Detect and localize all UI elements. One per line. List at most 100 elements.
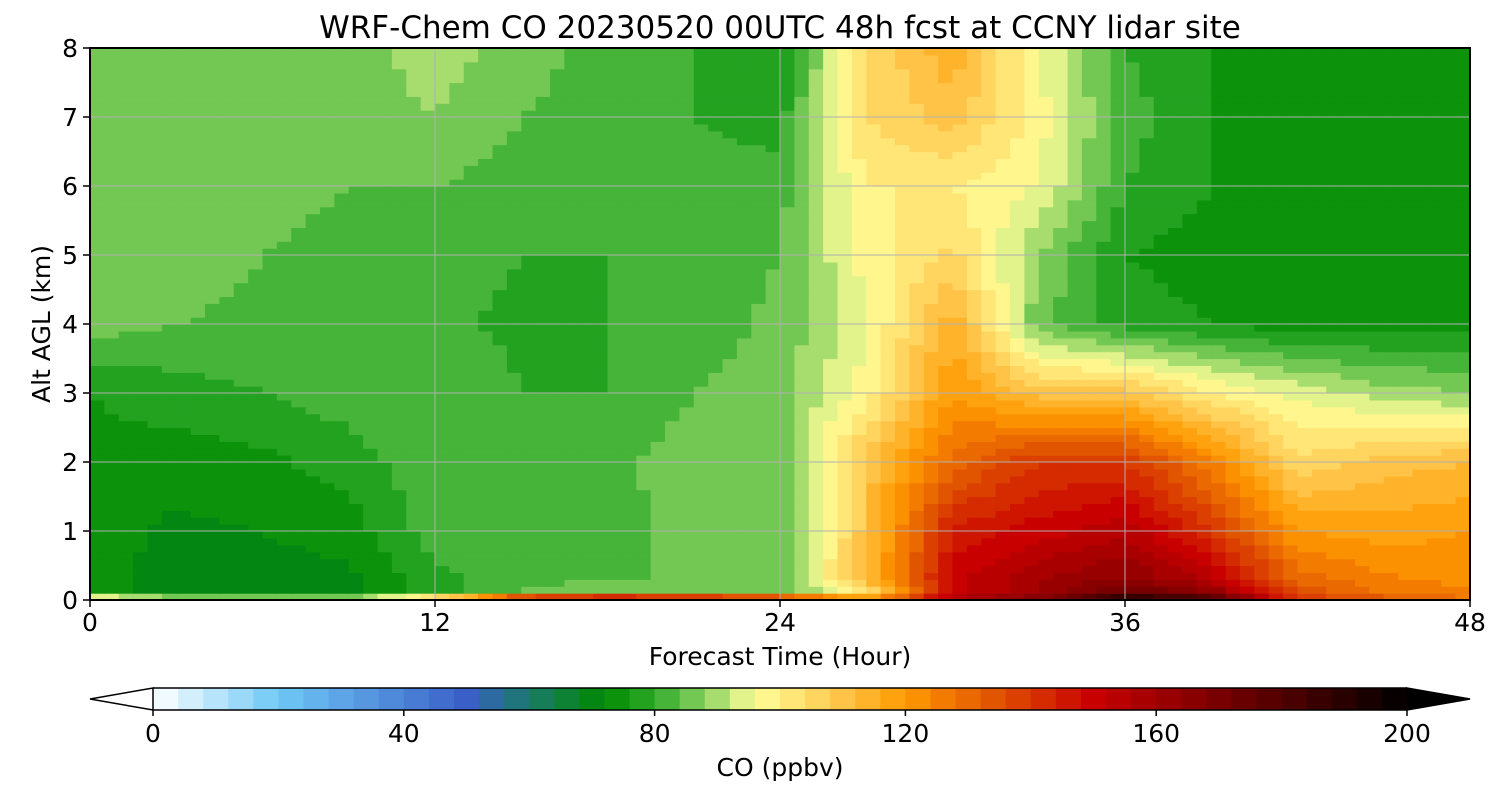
heatmap-cell bbox=[1096, 255, 1112, 263]
heatmap-cell bbox=[420, 524, 436, 532]
heatmap-cell bbox=[1455, 365, 1470, 373]
heatmap-cell bbox=[1010, 468, 1025, 477]
heatmap-cell bbox=[593, 296, 609, 304]
heatmap-cell bbox=[104, 455, 120, 463]
heatmap-cell bbox=[1038, 455, 1054, 463]
heatmap-cell bbox=[1153, 241, 1169, 249]
heatmap-cell bbox=[1383, 503, 1399, 511]
heatmap-cell bbox=[478, 475, 494, 484]
heatmap-cell bbox=[320, 593, 335, 600]
heatmap-cell bbox=[1311, 413, 1327, 422]
heatmap-cell bbox=[449, 386, 465, 394]
heatmap-cell bbox=[478, 551, 494, 560]
heatmap-cell bbox=[564, 399, 580, 408]
heatmap-cell bbox=[1412, 268, 1428, 277]
heatmap-cell bbox=[521, 268, 537, 277]
heatmap-cell bbox=[305, 399, 321, 408]
heatmap-cell bbox=[923, 572, 939, 580]
heatmap-cell bbox=[363, 503, 379, 511]
heatmap-cell bbox=[1340, 482, 1356, 491]
heatmap-cell bbox=[1297, 448, 1313, 456]
heatmap-cell bbox=[1340, 448, 1356, 456]
heatmap-cell bbox=[521, 489, 537, 498]
heatmap-cell bbox=[449, 420, 465, 429]
heatmap-cell bbox=[1340, 586, 1356, 594]
heatmap-cell bbox=[995, 406, 1011, 415]
heatmap-cell bbox=[1139, 248, 1155, 256]
heatmap-cell bbox=[521, 406, 537, 415]
heatmap-cell bbox=[391, 255, 407, 263]
heatmap-cell bbox=[1297, 379, 1313, 387]
heatmap-cell bbox=[219, 489, 235, 498]
heatmap-cell bbox=[708, 296, 724, 304]
heatmap-cell bbox=[420, 248, 436, 256]
heatmap-cell bbox=[593, 282, 609, 291]
heatmap-cell bbox=[435, 358, 450, 366]
heatmap-cell bbox=[1125, 551, 1140, 560]
heatmap-cell bbox=[1240, 468, 1255, 477]
heatmap-cell bbox=[1311, 565, 1327, 573]
heatmap-cell bbox=[1412, 399, 1428, 408]
heatmap-cell bbox=[176, 303, 192, 311]
heatmap-cell bbox=[751, 579, 767, 587]
heatmap-cell bbox=[276, 261, 292, 270]
heatmap-cell bbox=[751, 510, 767, 518]
heatmap-cell bbox=[420, 510, 436, 518]
heatmap-cell bbox=[837, 462, 853, 470]
heatmap-cell bbox=[1024, 475, 1040, 484]
heatmap-cell bbox=[1211, 524, 1227, 532]
heatmap-cell bbox=[938, 248, 954, 256]
heatmap-cell bbox=[1010, 379, 1025, 387]
heatmap-cell bbox=[463, 524, 479, 532]
heatmap-cell bbox=[650, 531, 666, 539]
heatmap-cell bbox=[176, 489, 192, 498]
heatmap-cell bbox=[851, 572, 867, 580]
heatmap-cell bbox=[736, 337, 752, 346]
heatmap-cell bbox=[521, 565, 537, 573]
heatmap-cell bbox=[1268, 579, 1284, 587]
heatmap-cell bbox=[952, 427, 968, 435]
heatmap-cell bbox=[722, 489, 738, 498]
heatmap-cell bbox=[593, 524, 609, 532]
heatmap-cell bbox=[1139, 455, 1155, 463]
heatmap-cell bbox=[1153, 406, 1169, 415]
heatmap-cell bbox=[564, 441, 580, 449]
heatmap-cell bbox=[463, 310, 479, 318]
heatmap-cell bbox=[406, 399, 422, 408]
heatmap-cell bbox=[693, 462, 709, 470]
heatmap-cell bbox=[1182, 586, 1198, 594]
heatmap-cell bbox=[722, 248, 738, 256]
heatmap-cell bbox=[1225, 406, 1241, 415]
heatmap-cell bbox=[1225, 255, 1241, 263]
heatmap-cell bbox=[1311, 261, 1327, 270]
heatmap-cell bbox=[1355, 406, 1370, 415]
heatmap-cell bbox=[923, 413, 939, 422]
heatmap-cell bbox=[923, 579, 939, 587]
heatmap-cell bbox=[578, 496, 594, 504]
heatmap-cell bbox=[981, 517, 997, 525]
heatmap-cell bbox=[808, 241, 824, 249]
heatmap-cell bbox=[291, 510, 307, 518]
heatmap-cell bbox=[1182, 261, 1198, 270]
heatmap-cell bbox=[1053, 441, 1069, 449]
heatmap-cell bbox=[305, 282, 321, 291]
heatmap-cell bbox=[966, 517, 982, 525]
heatmap-cell bbox=[607, 579, 623, 587]
heatmap-cell bbox=[420, 427, 436, 435]
heatmap-cell bbox=[1311, 344, 1327, 353]
heatmap-cell bbox=[1110, 572, 1126, 580]
heatmap-cell bbox=[1297, 579, 1313, 587]
heatmap-cell bbox=[1455, 593, 1470, 600]
heatmap-cell bbox=[420, 275, 436, 284]
heatmap-cell bbox=[147, 393, 163, 401]
heatmap-cell bbox=[435, 351, 450, 360]
heatmap-cell bbox=[1311, 517, 1327, 525]
heatmap-cell bbox=[348, 544, 364, 553]
heatmap-cell bbox=[938, 475, 954, 484]
heatmap-cell bbox=[1311, 593, 1327, 600]
heatmap-cell bbox=[621, 551, 637, 560]
heatmap-cell bbox=[391, 586, 407, 594]
heatmap-cell bbox=[463, 248, 479, 256]
heatmap-cell bbox=[794, 510, 810, 518]
heatmap-cell bbox=[995, 524, 1011, 532]
